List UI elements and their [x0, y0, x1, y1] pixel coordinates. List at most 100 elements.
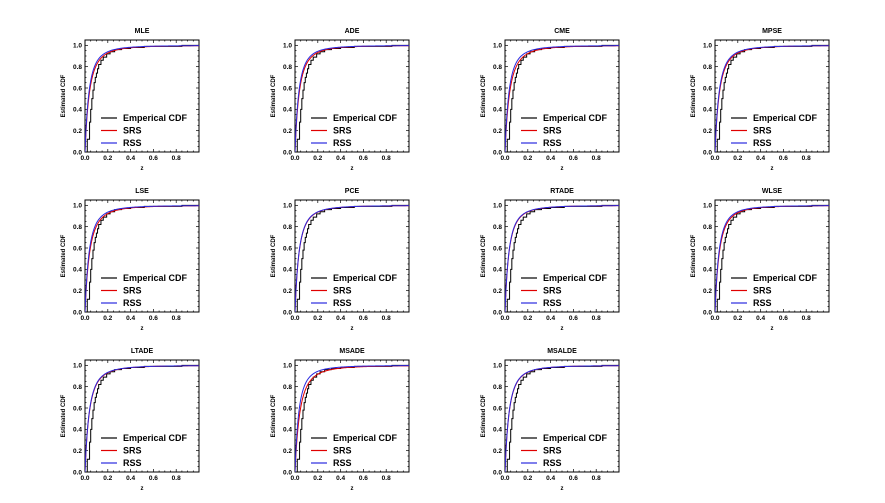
- x-tick-label: 0.4: [756, 315, 765, 322]
- series-line-srs: [505, 45, 619, 152]
- y-tick-label: 0.0: [703, 309, 712, 316]
- legend-label-srs: SRS: [123, 126, 142, 136]
- y-tick-label: 0.0: [493, 149, 502, 156]
- y-tick-label: 0.2: [703, 288, 712, 295]
- y-tick-label: 0.6: [73, 405, 82, 412]
- x-tick-label: 0.0: [710, 315, 719, 322]
- panel-title: WLSE: [762, 188, 783, 195]
- x-axis-label: z: [141, 486, 144, 492]
- y-axis-label: Estimated CDF: [271, 394, 277, 437]
- x-tick-label: 0.6: [779, 315, 788, 322]
- panel-title: PCE: [345, 188, 360, 195]
- legend-label-emperical-cdf: Emperical CDF: [333, 273, 398, 283]
- panel-wlse: WLSE 0.0 0.2 0.4 0.6 0.8 0.0 0.2 0.4 0.6 0.8 1.0 z Es…: [691, 188, 830, 332]
- x-tick-label: 0.8: [592, 155, 601, 162]
- panel-pce: PCE 0.0 0.2 0.4 0.6 0.8 0.0 0.2 0.4 0.6 0.8 1.0 z Est…: [271, 188, 410, 332]
- x-tick-label: 0.6: [149, 155, 158, 162]
- y-tick-label: 0.8: [703, 64, 712, 71]
- x-tick-label: 0.8: [382, 475, 391, 482]
- x-tick-label: 0.6: [359, 155, 368, 162]
- legend-label-rss: RSS: [543, 298, 562, 308]
- y-tick-label: 1.0: [73, 43, 82, 50]
- legend-label-srs: SRS: [333, 126, 352, 136]
- x-tick-label: 0.2: [103, 315, 112, 322]
- y-tick-label: 0.0: [283, 309, 292, 316]
- x-tick-label: 0.4: [126, 315, 135, 322]
- y-axis-label: Estimated CDF: [61, 234, 67, 277]
- y-tick-label: 0.6: [283, 85, 292, 92]
- series-line-srs: [715, 205, 829, 312]
- y-tick-label: 0.4: [73, 107, 82, 114]
- x-tick-label: 0.4: [546, 315, 555, 322]
- legend-label-rss: RSS: [543, 458, 562, 468]
- x-tick-label: 0.8: [802, 315, 811, 322]
- y-axis-label: Estimated CDF: [481, 74, 487, 117]
- series-line-emperical-cdf: [295, 204, 409, 312]
- y-tick-label: 0.6: [73, 245, 82, 252]
- y-tick-label: 0.8: [283, 64, 292, 71]
- y-tick-label: 0.8: [493, 224, 502, 231]
- y-axis-label: Estimated CDF: [481, 234, 487, 277]
- y-tick-label: 0.4: [283, 107, 292, 114]
- y-tick-label: 0.4: [703, 107, 712, 114]
- legend-label-srs: SRS: [543, 286, 562, 296]
- x-tick-label: 0.2: [313, 155, 322, 162]
- y-tick-label: 0.4: [493, 267, 502, 274]
- x-tick-label: 0.4: [126, 475, 135, 482]
- legend-label-emperical-cdf: Emperical CDF: [543, 433, 608, 443]
- y-tick-label: 1.0: [73, 363, 82, 370]
- x-tick-label: 0.8: [592, 315, 601, 322]
- panel-title: LSE: [135, 188, 149, 195]
- legend-label-emperical-cdf: Emperical CDF: [543, 113, 608, 123]
- y-axis-label: Estimated CDF: [61, 394, 67, 437]
- x-tick-label: 0.6: [569, 315, 578, 322]
- series-line-rss: [505, 45, 619, 152]
- y-tick-label: 0.0: [493, 469, 502, 476]
- y-axis-label: Estimated CDF: [481, 394, 487, 437]
- x-tick-label: 0.4: [336, 155, 345, 162]
- panel-title: RTADE: [550, 188, 574, 195]
- y-tick-label: 0.8: [493, 384, 502, 391]
- y-tick-label: 0.2: [703, 128, 712, 135]
- x-tick-label: 0.4: [336, 315, 345, 322]
- y-tick-label: 0.6: [703, 245, 712, 252]
- y-tick-label: 0.8: [73, 64, 82, 71]
- series-line-rss: [85, 205, 199, 312]
- y-tick-label: 0.6: [73, 85, 82, 92]
- x-tick-label: 0.6: [779, 155, 788, 162]
- panel-title: CME: [554, 28, 570, 35]
- y-tick-label: 0.4: [703, 267, 712, 274]
- x-tick-label: 0.0: [500, 475, 509, 482]
- y-tick-label: 0.0: [73, 469, 82, 476]
- x-tick-label: 0.0: [80, 315, 89, 322]
- x-axis-label: z: [561, 326, 564, 332]
- x-tick-label: 0.2: [523, 315, 532, 322]
- legend-label-rss: RSS: [543, 138, 562, 148]
- x-tick-label: 0.2: [313, 315, 322, 322]
- x-tick-label: 0.0: [710, 155, 719, 162]
- series-line-rss: [85, 365, 199, 472]
- series-line-srs: [85, 45, 199, 152]
- series-line-rss: [715, 205, 829, 312]
- y-tick-label: 0.8: [283, 384, 292, 391]
- series-line-emperical-cdf: [505, 44, 619, 152]
- y-tick-label: 0.2: [493, 288, 502, 295]
- y-tick-label: 1.0: [493, 43, 502, 50]
- plot-frame: [84, 199, 200, 313]
- panel-mle: MLE 0.0 0.2 0.4 0.6 0.8 0.0 0.2 0.4 0.6 0.8 1.0 z Est…: [61, 28, 200, 172]
- legend-label-srs: SRS: [333, 286, 352, 296]
- y-tick-label: 0.0: [283, 149, 292, 156]
- panel-title: LTADE: [131, 348, 154, 355]
- x-tick-label: 0.8: [802, 155, 811, 162]
- x-axis-label: z: [351, 486, 354, 492]
- series-line-emperical-cdf: [85, 44, 199, 152]
- series-line-srs: [715, 45, 829, 152]
- y-tick-label: 0.6: [493, 245, 502, 252]
- legend-label-rss: RSS: [753, 298, 772, 308]
- x-axis-label: z: [141, 326, 144, 332]
- x-tick-label: 0.0: [290, 475, 299, 482]
- y-axis-label: Estimated CDF: [691, 234, 697, 277]
- x-tick-label: 0.2: [103, 475, 112, 482]
- panel-cme: CME 0.0 0.2 0.4 0.6 0.8 0.0 0.2 0.4 0.6 0.8 1.0 z Est…: [481, 28, 620, 172]
